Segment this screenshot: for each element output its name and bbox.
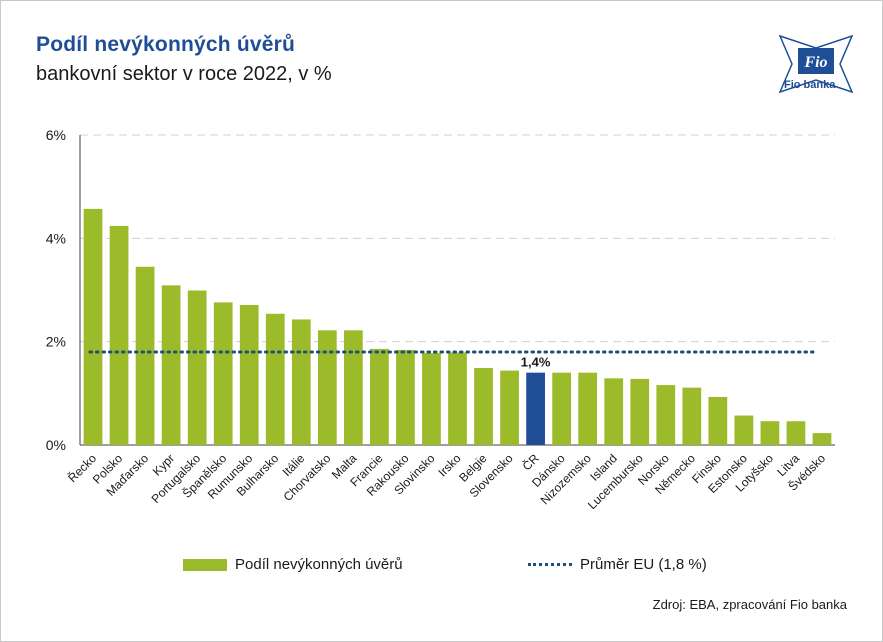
y-tick-label: 0%: [46, 437, 66, 453]
chart-subtitle: bankovní sektor v roce 2022, v %: [36, 63, 332, 85]
data-label-highlight: 1,4%: [521, 355, 551, 370]
bar: [396, 349, 415, 445]
bar: [474, 368, 493, 445]
bar-highlight: [526, 372, 545, 445]
legend-item-bars: Podíl nevýkonných úvěrů: [183, 556, 403, 573]
bar: [109, 225, 129, 445]
source-note: Zdroj: EBA, zpracování Fio banka: [652, 597, 847, 612]
bar: [265, 313, 285, 445]
bar: [317, 330, 337, 445]
bar: [343, 330, 363, 445]
y-tick-label: 2%: [46, 334, 66, 350]
logo-text: Fio banka: [784, 79, 836, 91]
bar: [734, 415, 754, 445]
bar: [578, 372, 598, 445]
legend-average-label: Průměr EU (1,8 %): [580, 556, 707, 573]
bar: [604, 378, 624, 445]
legend-bar-swatch: [183, 558, 227, 571]
bar: [500, 370, 519, 445]
logo-mark-text: Fio: [803, 54, 827, 71]
fio-logo-icon: Fio: [778, 34, 854, 94]
bar: [291, 319, 311, 445]
bar: [187, 290, 207, 445]
legend-bar-label: Podíl nevýkonných úvěrů: [235, 556, 403, 573]
bar: [682, 387, 702, 445]
bar: [656, 385, 676, 445]
bar: [239, 304, 259, 445]
bar: [552, 372, 572, 445]
bar: [812, 433, 832, 445]
bar: [161, 285, 181, 445]
y-tick-label: 4%: [46, 230, 66, 246]
chart-title: Podíl nevýkonných úvěrů: [36, 33, 295, 56]
bar: [448, 352, 467, 445]
bar: [708, 396, 728, 445]
legend-item-average: Průměr EU (1,8 %): [528, 556, 707, 573]
bar: [135, 266, 155, 445]
bar: [370, 348, 389, 445]
bar: [786, 421, 806, 445]
bar: [760, 421, 780, 445]
bar: [422, 353, 441, 445]
y-tick-label: 6%: [46, 127, 66, 143]
bar: [630, 378, 650, 445]
legend-average-swatch: [528, 563, 572, 566]
bar: [83, 208, 103, 445]
bar: [213, 302, 233, 445]
